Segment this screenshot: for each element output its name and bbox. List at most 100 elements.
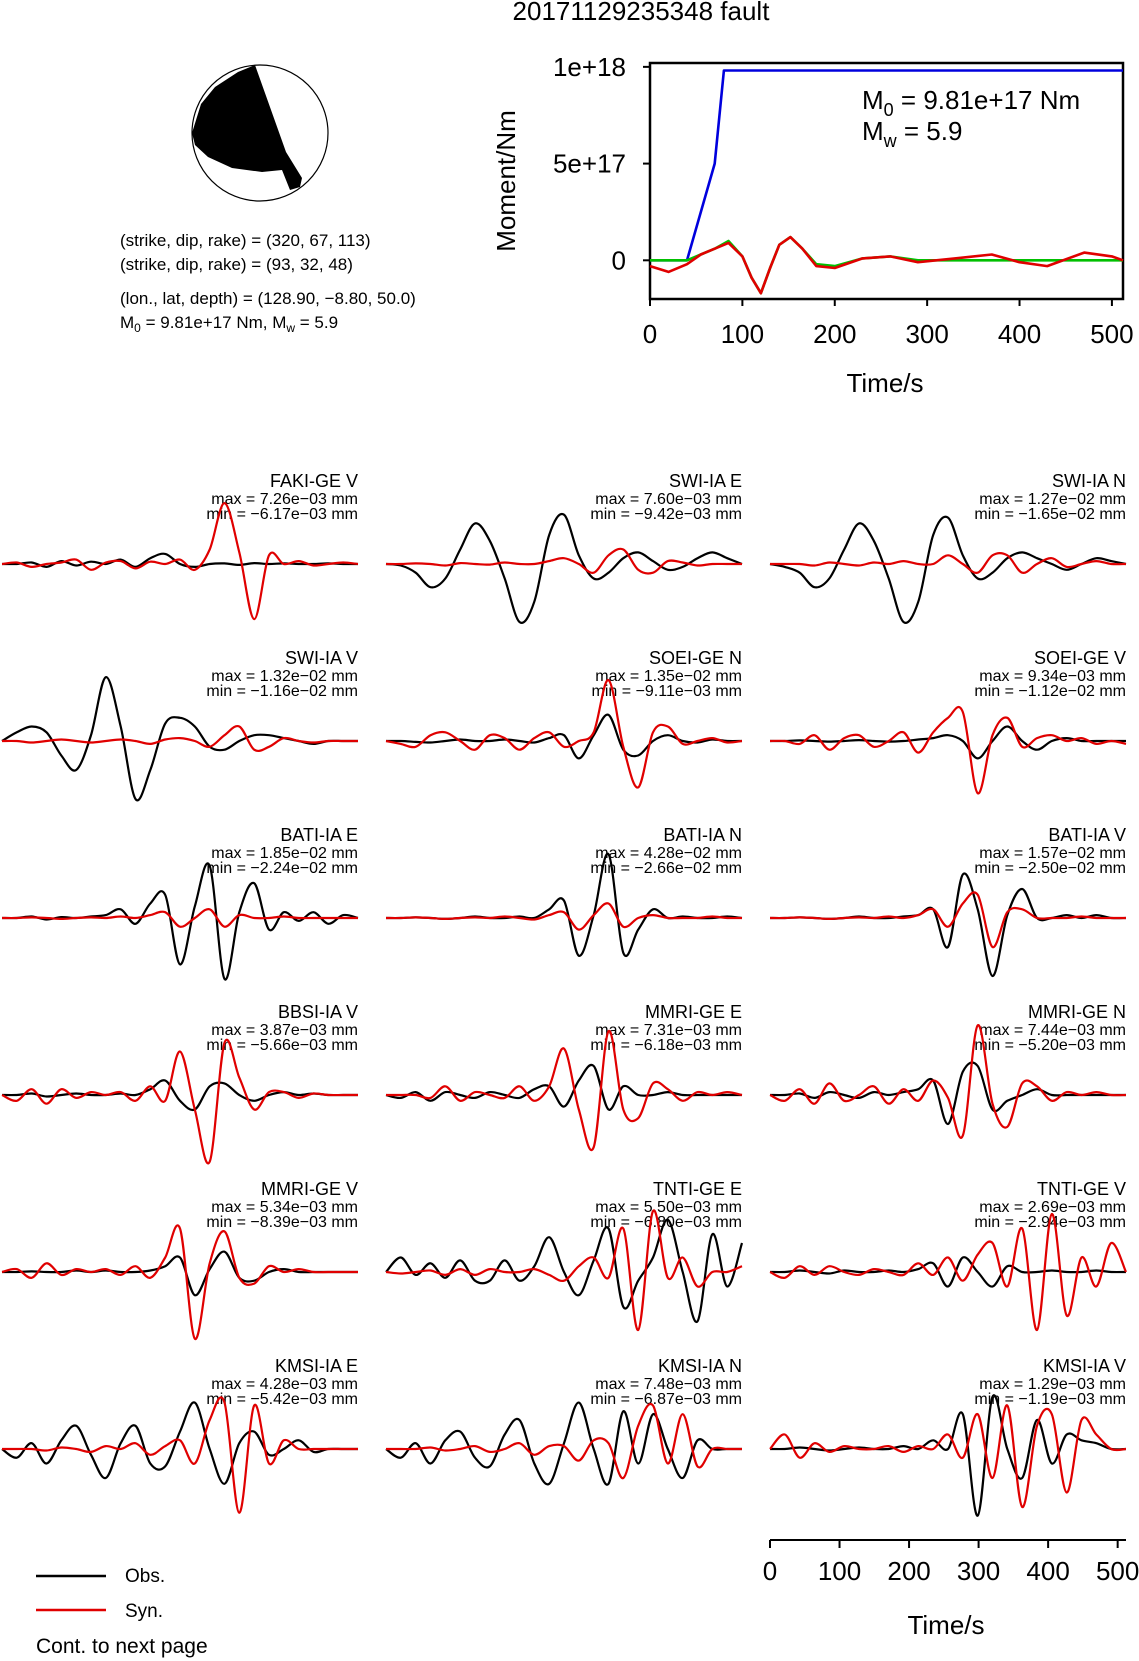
moment-ytick-label: 5e+17 xyxy=(553,149,626,179)
bottom-xtick-label: 0 xyxy=(763,1556,777,1586)
moment-xlabel: Time/s xyxy=(846,368,923,398)
moment-xtick-label: 300 xyxy=(905,319,948,349)
synthetic-trace xyxy=(385,547,742,575)
max-amplitude: max = 5.50e−03 mm xyxy=(595,1199,742,1216)
station-label: KMSI-IA E xyxy=(275,1356,358,1376)
moment-frame xyxy=(648,61,1125,301)
max-amplitude: max = 1.57e−02 mm xyxy=(979,845,1126,862)
min-amplitude: min = −2.24e−02 mm xyxy=(206,860,358,877)
solution-info: (strike, dip, rake) = (320, 67, 113) (st… xyxy=(120,231,416,335)
synthetic-trace xyxy=(2,1396,358,1514)
observed-trace xyxy=(769,872,1127,978)
station-label: FAKI-GE V xyxy=(270,471,358,491)
max-amplitude: max = 3.87e−03 mm xyxy=(211,1022,358,1039)
synthetic-trace xyxy=(769,552,1127,574)
moment-curves xyxy=(649,69,1124,295)
min-amplitude: min = −9.42e−03 mm xyxy=(590,506,742,523)
moment-ytick-label: 1e+18 xyxy=(553,52,626,82)
nodal-plane-2: (strike, dip, rake) = (93, 32, 48) xyxy=(120,255,353,274)
max-amplitude: max = 1.27e−02 mm xyxy=(979,491,1126,508)
max-amplitude: max = 7.31e−03 mm xyxy=(595,1022,742,1039)
max-amplitude: max = 5.34e−03 mm xyxy=(211,1199,358,1216)
min-amplitude: min = −1.16e−02 mm xyxy=(206,683,358,700)
figure-title: 20171129235348 fault xyxy=(513,0,771,26)
moment-xtick-label: 100 xyxy=(721,319,764,349)
synthetic-trace xyxy=(1,501,359,621)
min-amplitude: min = −6.18e−03 mm xyxy=(590,1037,742,1054)
moment-xtick-label: 400 xyxy=(998,319,1041,349)
synthetic-trace xyxy=(769,706,1127,795)
min-amplitude: min = −5.20e−03 mm xyxy=(974,1037,1126,1054)
synthetic-trace xyxy=(769,1212,1128,1332)
max-amplitude: max = 7.26e−03 mm xyxy=(211,491,358,508)
synthetic-trace xyxy=(1,1224,358,1340)
station-label: KMSI-IA N xyxy=(658,1356,742,1376)
max-amplitude: max = 1.35e−02 mm xyxy=(595,668,742,685)
station-label: SWI-IA E xyxy=(669,471,742,491)
station-label: BATI-IA N xyxy=(663,825,742,845)
station-label: MMRI-GE V xyxy=(261,1179,358,1199)
min-amplitude: min = −2.50e−02 mm xyxy=(974,860,1126,877)
bottom-time-axis: Time/s 0 100 200 300 400 500 xyxy=(763,1539,1139,1640)
observed-trace xyxy=(769,725,1126,760)
station-label: BATI-IA V xyxy=(1048,825,1126,845)
min-amplitude: min = −9.11e−03 mm xyxy=(592,683,742,700)
synthetic-trace xyxy=(1,1038,358,1165)
synthetic-trace xyxy=(385,1209,743,1332)
bottom-xtick-label: 100 xyxy=(818,1556,861,1586)
bottom-xlabel: Time/s xyxy=(907,1610,984,1640)
station-label: SWI-IA V xyxy=(285,648,358,668)
station-label: MMRI-GE E xyxy=(645,1002,742,1022)
observed-trace xyxy=(1,552,359,569)
synthetic-trace xyxy=(386,1402,742,1480)
beachball-compression xyxy=(192,65,302,190)
moment-summary: M0 = 9.81e+17 Nm, Mw = 5.9 xyxy=(120,313,338,335)
station-label: BBSI-IA V xyxy=(278,1002,358,1022)
synthetic-trace xyxy=(385,902,743,931)
station-label: KMSI-IA V xyxy=(1043,1356,1126,1376)
moment-series-3 xyxy=(649,235,1124,295)
min-amplitude: min = −6.87e−03 mm xyxy=(590,1391,742,1408)
min-amplitude: min = −6.17e−03 mm xyxy=(206,506,358,523)
legend-obs-label: Obs. xyxy=(125,1566,165,1587)
synthetic-trace xyxy=(1,908,358,928)
bottom-xtick-label: 300 xyxy=(957,1556,1000,1586)
legend: Obs. Syn. Cont. to next page xyxy=(36,1566,208,1658)
m0-annotation: M0 = 9.81e+17 Nm xyxy=(862,85,1080,120)
observed-trace xyxy=(385,512,743,624)
station-label: SOEI-GE V xyxy=(1034,648,1126,668)
synthetic-trace xyxy=(769,891,1126,949)
station-label: BATI-IA E xyxy=(280,825,358,845)
observed-trace xyxy=(769,515,1127,624)
max-amplitude: max = 1.29e−03 mm xyxy=(979,1376,1126,1393)
mw-annotation: Mw = 5.9 xyxy=(862,116,962,151)
min-amplitude: min = −2.66e−02 mm xyxy=(590,860,742,877)
min-amplitude: min = −1.12e−02 mm xyxy=(974,683,1126,700)
observed-trace xyxy=(385,713,743,760)
max-amplitude: max = 7.48e−03 mm xyxy=(595,1376,742,1393)
bottom-xtick-label: 200 xyxy=(887,1556,930,1586)
min-amplitude: min = −8.39e−03 mm xyxy=(206,1214,358,1231)
min-amplitude: min = −5.42e−03 mm xyxy=(206,1391,358,1408)
observed-trace xyxy=(1,1250,358,1297)
observed-trace xyxy=(1,1401,358,1485)
station-label: SOEI-GE N xyxy=(649,648,742,668)
station-label: MMRI-GE N xyxy=(1028,1002,1126,1022)
station-label: TNTI-GE V xyxy=(1037,1179,1126,1199)
moment-xtick-label: 0 xyxy=(643,319,657,349)
observed-trace xyxy=(1,1079,358,1112)
min-amplitude: min = −6.80e−03 mm xyxy=(590,1214,742,1231)
location-depth: (lon., lat, depth) = (128.90, −8.80, 50.… xyxy=(120,289,416,308)
moment-xtick-label: 500 xyxy=(1090,319,1133,349)
